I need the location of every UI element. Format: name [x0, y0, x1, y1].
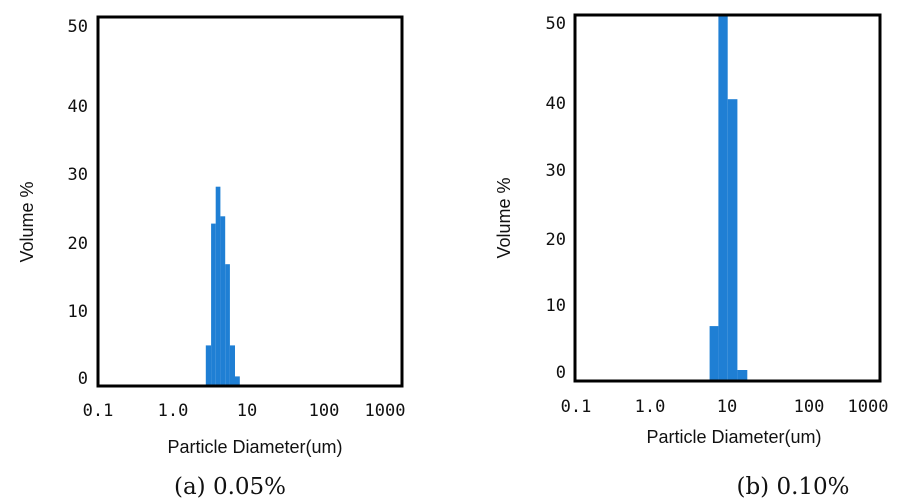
- x-tick-label-b-1: 1.0: [635, 397, 666, 417]
- plot-frame-a: [96, 15, 404, 388]
- caption-b: (b) 0.10%: [736, 474, 849, 500]
- y-tick-label-b-0: 0: [556, 363, 566, 383]
- x-tick-label-b-4: 1000: [848, 397, 889, 417]
- x-tick-label-a-1: 1.0: [158, 401, 189, 421]
- y-tick-label-a-3: 30: [68, 165, 88, 185]
- x-tick-label-a-4: 1000: [365, 401, 406, 421]
- bar-b-2: [727, 99, 738, 381]
- bar-a-4: [225, 264, 230, 386]
- chart-a: 0 10 20 30 40 50 0.1 1.0 10 100 1000 Vol…: [17, 15, 406, 500]
- y-tick-label-a-5: 50: [68, 17, 88, 37]
- y-tick-label-a-1: 10: [68, 302, 88, 322]
- bar-a-3: [220, 216, 226, 386]
- caption-a: (a) 0.05%: [174, 474, 286, 500]
- bar-b-0: [709, 326, 719, 381]
- bar-a-1: [211, 223, 216, 386]
- y-tick-label-b-4: 40: [546, 94, 566, 114]
- bar-a-6: [235, 376, 240, 386]
- x-tick-label-a-0: 0.1: [83, 401, 114, 421]
- bar-series-b: [709, 15, 748, 381]
- y-tick-label-b-5: 50: [546, 14, 566, 34]
- x-axis-label-b: Particle Diameter(um): [646, 427, 821, 447]
- x-tick-label-a-3: 100: [309, 401, 340, 421]
- bar-a-2: [215, 186, 221, 386]
- x-tick-label-b-0: 0.1: [561, 397, 592, 417]
- x-tick-label-b-2: 10: [717, 397, 737, 417]
- y-tick-label-a-4: 40: [68, 97, 88, 117]
- x-tick-label-b-3: 100: [794, 397, 825, 417]
- bar-a-5: [229, 345, 235, 386]
- chart-b: 0 10 20 30 40 50 0.1 1.0 10 100 1000 Vol…: [494, 13, 889, 500]
- plot-frame-b: [573, 13, 882, 383]
- x-axis-label-a: Particle Diameter(um): [167, 437, 342, 457]
- y-axis-label-a: Volume %: [17, 181, 37, 262]
- bar-b-1: [718, 15, 728, 381]
- y-tick-label-b-1: 10: [546, 296, 566, 316]
- y-tick-label-b-3: 30: [546, 161, 566, 181]
- y-tick-label-a-0: 0: [78, 369, 88, 389]
- bar-series-a: [205, 186, 240, 386]
- y-tick-label-a-2: 20: [68, 234, 88, 254]
- y-axis-label-b: Volume %: [494, 177, 514, 258]
- bar-a-0: [205, 345, 212, 386]
- bar-b-3: [737, 370, 748, 381]
- x-tick-label-a-2: 10: [237, 401, 257, 421]
- y-tick-label-b-2: 20: [546, 230, 566, 250]
